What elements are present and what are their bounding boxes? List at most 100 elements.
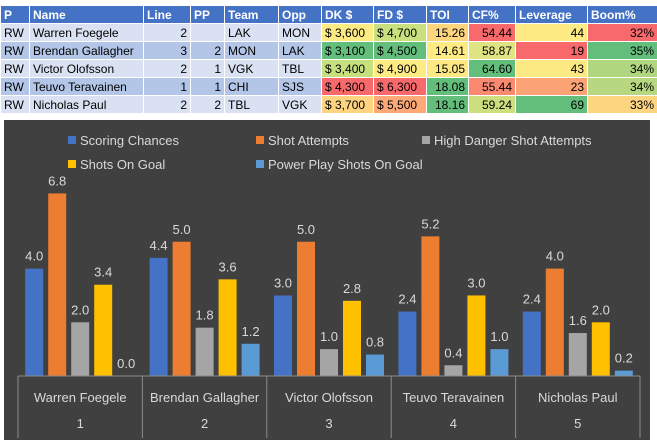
cell-line: 2	[144, 96, 191, 114]
data-label: 0.0	[117, 356, 135, 371]
header-cell[interactable]: Line	[144, 6, 191, 24]
bar	[490, 349, 508, 376]
cell-team: VGK	[225, 60, 279, 78]
data-label: 3.4	[94, 265, 112, 280]
cell-team: MON	[225, 42, 279, 60]
cell-fd: $ 6,300	[374, 78, 427, 96]
data-label: 4.0	[25, 249, 43, 264]
bar	[274, 295, 292, 376]
bar	[25, 269, 43, 376]
category-label: Warren Foegele	[34, 390, 127, 405]
cell-line: 3	[144, 42, 191, 60]
cell-dk: $ 4,300	[322, 78, 374, 96]
cell-pp	[191, 24, 225, 42]
cell-opp: TBL	[279, 60, 322, 78]
cell-pos: RW	[1, 78, 30, 96]
data-label: 3.6	[219, 259, 237, 274]
bar	[219, 279, 237, 376]
table-row[interactable]: RW Warren Foegele 2 LAK MON $ 3,600 $ 4,…	[1, 24, 657, 42]
legend-swatch	[256, 160, 264, 168]
cell-pos: RW	[1, 96, 30, 114]
header-cell[interactable]: FD $	[374, 6, 427, 24]
bar	[196, 328, 214, 376]
cell-line: 2	[144, 60, 191, 78]
data-label: 1.2	[242, 324, 260, 339]
cell-dk: $ 3,100	[322, 42, 374, 60]
cell-name: Victor Olofsson	[30, 60, 144, 78]
cell-name: Nicholas Paul	[30, 96, 144, 114]
header-cell[interactable]: CF%	[469, 6, 516, 24]
cell-toi: 15.05	[427, 60, 469, 78]
cell-toi: 18.16	[427, 96, 469, 114]
table-row[interactable]: RW Nicholas Paul 2 2 TBL VGK $ 3,700 $ 5…	[1, 96, 657, 114]
table-row[interactable]: RW Victor Olofsson 2 1 VGK TBL $ 3,400 $…	[1, 60, 657, 78]
header-cell[interactable]: Leverage	[516, 6, 588, 24]
legend-swatch	[422, 136, 430, 144]
cell-dk: $ 3,700	[322, 96, 374, 114]
bar	[366, 355, 384, 376]
cell-boom: 32%	[588, 24, 657, 42]
bar	[320, 349, 338, 376]
legend-label: Shot Attempts	[268, 133, 349, 148]
bar	[615, 371, 633, 376]
cell-boom: 33%	[588, 96, 657, 114]
data-label: 5.0	[297, 222, 315, 237]
cell-fd: $ 4,500	[374, 42, 427, 60]
data-label: 1.8	[196, 308, 214, 323]
bar	[569, 333, 587, 376]
data-label: 3.0	[467, 275, 485, 290]
bar	[444, 365, 462, 376]
data-label: 2.4	[398, 292, 416, 307]
cell-team: TBL	[225, 96, 279, 114]
header-cell[interactable]: Name	[30, 6, 144, 24]
data-label: 1.0	[490, 329, 508, 344]
cell-pp: 2	[191, 96, 225, 114]
bar	[546, 269, 564, 376]
cell-fd: $ 4,900	[374, 60, 427, 78]
cell-toi: 15.26	[427, 24, 469, 42]
category-label: Brendan Gallagher	[150, 390, 260, 405]
cell-fd: $ 4,700	[374, 24, 427, 42]
cell-cf: 55.44	[469, 78, 516, 96]
cell-cf: 58.87	[469, 42, 516, 60]
cell-line: 1	[144, 78, 191, 96]
header-cell[interactable]: P	[1, 6, 30, 24]
legend-label: Power Play Shots On Goal	[268, 157, 423, 172]
header-cell[interactable]: PP	[191, 6, 225, 24]
cell-pos: RW	[1, 42, 30, 60]
legend-swatch	[68, 160, 76, 168]
bar	[592, 322, 610, 376]
cell-fd: $ 5,500	[374, 96, 427, 114]
cell-leverage: 23	[516, 78, 588, 96]
bar	[343, 301, 361, 376]
data-label: 0.4	[444, 345, 462, 360]
cell-boom: 34%	[588, 60, 657, 78]
cell-boom: 35%	[588, 42, 657, 60]
data-label: 5.0	[173, 222, 191, 237]
table-row[interactable]: RW Brendan Gallagher 3 2 MON LAK $ 3,100…	[1, 42, 657, 60]
header-cell[interactable]: Boom%	[588, 6, 657, 24]
header-cell[interactable]: Team	[225, 6, 279, 24]
cell-pp: 1	[191, 78, 225, 96]
table-row[interactable]: RW Teuvo Teravainen 1 1 CHI SJS $ 4,300 …	[1, 78, 657, 96]
legend-label: Shots On Goal	[80, 157, 165, 172]
data-label: 2.0	[71, 302, 89, 317]
category-label: Victor Olofsson	[285, 390, 373, 405]
cell-toi: 18.08	[427, 78, 469, 96]
cell-pos: RW	[1, 24, 30, 42]
legend-label: High Danger Shot Attempts	[434, 133, 592, 148]
cell-dk: $ 3,600	[322, 24, 374, 42]
header-cell[interactable]: TOI	[427, 6, 469, 24]
category-line-label: 3	[325, 416, 332, 431]
data-label: 0.8	[366, 335, 384, 350]
data-label: 2.0	[592, 302, 610, 317]
data-label: 4.4	[150, 238, 168, 253]
header-cell[interactable]: Opp	[279, 6, 322, 24]
bar	[94, 285, 112, 376]
cell-leverage: 19	[516, 42, 588, 60]
data-label: 1.0	[320, 329, 338, 344]
data-label: 4.0	[546, 249, 564, 264]
header-cell[interactable]: DK $	[322, 6, 374, 24]
